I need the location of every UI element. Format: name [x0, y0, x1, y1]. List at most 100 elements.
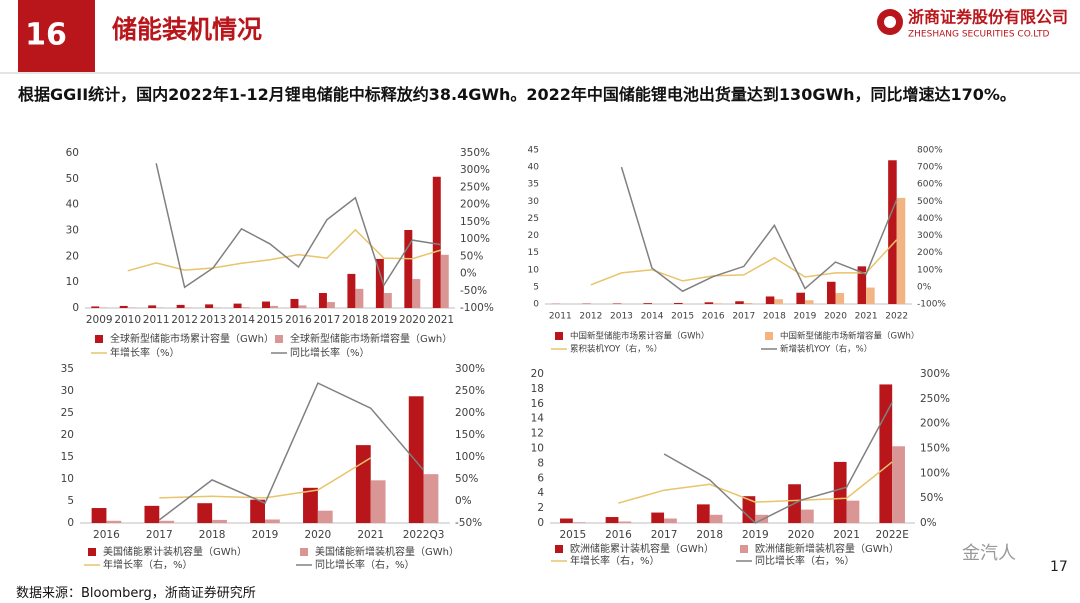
x-tick-label: 2010: [114, 314, 141, 326]
bar: [408, 396, 424, 523]
legend-swatch: [95, 335, 103, 343]
x-tick-label: 2021: [427, 314, 454, 326]
y-tick-label: 35: [528, 180, 539, 190]
x-tick-label: 2015: [257, 314, 284, 326]
y2-tick-label: 100%: [917, 265, 943, 275]
y2-tick-label: 250%: [460, 181, 490, 193]
legend-label: 新增装机YOY（右，%）: [780, 344, 872, 355]
y2-tick-label: 300%: [920, 368, 950, 380]
x-tick-label: 2021: [855, 312, 878, 322]
bar: [704, 302, 714, 304]
y-tick-label: 10: [528, 265, 540, 275]
y-tick-label: 0: [533, 300, 539, 310]
y-tick-label: 15: [61, 451, 74, 463]
y-tick-label: 14: [531, 413, 545, 425]
y-tick-label: 10: [66, 276, 79, 288]
bar: [106, 520, 122, 523]
bar: [765, 296, 775, 304]
company-en: ZHESHANG SECURITIES CO.LTD: [908, 30, 1050, 40]
slide-title: 储能装机情况: [112, 15, 262, 44]
bar: [347, 273, 356, 308]
bar: [713, 303, 722, 304]
bar: [618, 521, 632, 523]
bar: [99, 307, 108, 308]
bar: [800, 509, 814, 523]
bar: [318, 293, 327, 308]
x-tick-label: 2013: [200, 314, 227, 326]
x-tick-label: 2017: [651, 529, 678, 541]
line: [618, 461, 893, 504]
bar: [213, 307, 222, 308]
y2-tick-label: 200%: [920, 418, 950, 430]
y2-tick-label: 150%: [455, 429, 485, 441]
y-tick-label: 60: [66, 147, 79, 159]
bar: [857, 266, 867, 304]
y-tick-label: 10: [61, 473, 74, 485]
y-tick-label: 20: [66, 250, 79, 262]
y2-tick-label: 0%: [917, 282, 932, 292]
line: [590, 239, 898, 286]
x-tick-label: 2022Q3: [403, 529, 445, 541]
y-tick-label: 0: [72, 302, 79, 314]
line: [127, 228, 442, 272]
y2-tick-label: 200%: [460, 199, 490, 211]
bar: [144, 505, 160, 523]
y2-tick-label: 200%: [917, 248, 943, 258]
x-tick-label: 2017: [732, 312, 755, 322]
x-tick-label: 2020: [788, 529, 815, 541]
line: [158, 382, 425, 521]
x-tick-label: 2012: [171, 314, 198, 326]
legend-label: 中国新型储能市场累计容量（GWh）: [570, 331, 709, 342]
y2-tick-label: 50%: [455, 473, 478, 485]
bar: [888, 160, 897, 304]
y2-tick-label: 250%: [920, 393, 950, 405]
legend-label: 全球新型储能市场累计容量（GWh）: [110, 332, 274, 345]
y2-tick-label: -50%: [455, 517, 482, 529]
x-tick-label: 2021: [833, 529, 860, 541]
bar: [423, 474, 439, 523]
bar: [846, 500, 860, 523]
logo-inner: [884, 16, 896, 28]
bar: [696, 504, 710, 523]
bar: [664, 518, 677, 523]
legend-label: 欧洲储能累计装机容量（GWh）: [570, 542, 714, 555]
y-tick-label: 30: [61, 385, 74, 397]
y-tick-label: 45: [528, 146, 539, 156]
number-block: [18, 0, 95, 72]
bar: [774, 299, 783, 304]
bar: [412, 279, 421, 308]
x-tick-label: 2019: [742, 529, 769, 541]
bar: [290, 298, 299, 308]
x-tick-label: 2020: [399, 314, 426, 326]
y-tick-label: 25: [61, 407, 74, 419]
x-tick-label: 2012: [579, 312, 602, 322]
legend-label: 欧洲储能新增装机容量（GWh）: [755, 542, 899, 555]
legend-label: 累积装机YOY（右，%）: [570, 344, 662, 355]
x-tick-label: 2014: [228, 314, 255, 326]
x-tick-label: 2018: [763, 312, 786, 322]
x-tick-label: 2022E: [876, 529, 909, 541]
page-number: 17: [1050, 559, 1068, 575]
y-tick-label: 50: [66, 173, 79, 185]
y2-tick-label: 100%: [460, 233, 490, 245]
x-tick-label: 2019: [252, 529, 279, 541]
intro: 根据GGII统计，国内2022年1-12月锂电储能中标释放约38.4GWh。20…: [18, 85, 1016, 104]
source: 数据来源：Bloomberg，浙商证券研究所: [16, 586, 256, 601]
bar: [674, 302, 683, 304]
bar: [184, 307, 193, 308]
x-tick-label: 2015: [671, 312, 694, 322]
x-tick-label: 2018: [696, 529, 723, 541]
x-tick-label: 2011: [143, 314, 170, 326]
bar: [156, 307, 165, 308]
y2-tick-label: 350%: [460, 147, 490, 159]
y2-tick-label: 600%: [917, 180, 943, 190]
legend-swatch: [740, 545, 748, 553]
bar: [383, 293, 392, 308]
y2-tick-label: 100%: [455, 451, 485, 463]
x-tick-label: 2017: [146, 529, 173, 541]
x-tick-label: 2019: [794, 312, 817, 322]
legend-label: 同比增长率（右，%）: [315, 558, 415, 571]
bar: [270, 305, 278, 308]
y-tick-label: 25: [528, 214, 539, 224]
